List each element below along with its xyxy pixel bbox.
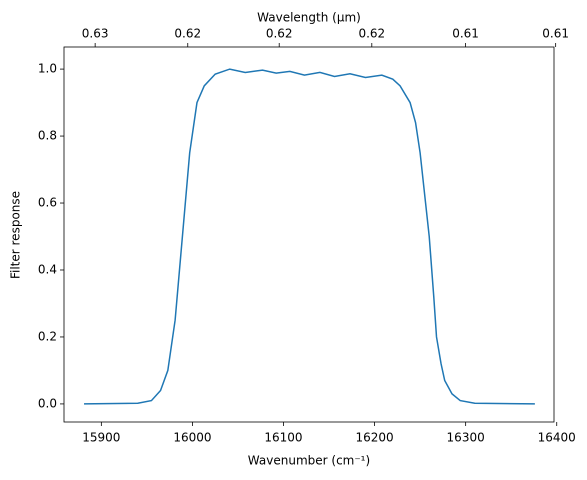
x2-tick-label: 0.62 bbox=[358, 27, 385, 41]
y-tick-label: 0.2 bbox=[38, 329, 57, 343]
x2-tick-label: 0.62 bbox=[266, 27, 293, 41]
x-tick-label: 16400 bbox=[538, 431, 576, 445]
x2-axis-label: Wavelength (μm) bbox=[257, 11, 361, 25]
x2-tick-label: 0.61 bbox=[452, 27, 479, 41]
y-tick-label: 0.8 bbox=[38, 129, 57, 143]
data-line bbox=[84, 68, 535, 405]
x2-tick-label: 0.63 bbox=[82, 27, 109, 41]
axes-frame bbox=[63, 46, 555, 423]
y-axis-label: Filter response bbox=[9, 191, 23, 279]
y-tick-label: 0.6 bbox=[38, 196, 57, 210]
x2-tick-label: 0.61 bbox=[542, 27, 569, 41]
y-tick-label: 0.4 bbox=[38, 262, 57, 276]
x-tick-label: 16300 bbox=[447, 431, 485, 445]
x-tick-label: 16000 bbox=[173, 431, 211, 445]
x2-tick-label: 0.62 bbox=[174, 27, 201, 41]
y-tick-label: 0.0 bbox=[38, 396, 57, 410]
x-axis-label: Wavenumber (cm⁻¹) bbox=[248, 454, 370, 468]
x-tick-label: 16100 bbox=[264, 431, 302, 445]
x-tick-label: 15900 bbox=[82, 431, 120, 445]
x-tick-label: 16200 bbox=[355, 431, 393, 445]
y-tick-label: 1.0 bbox=[38, 62, 57, 76]
